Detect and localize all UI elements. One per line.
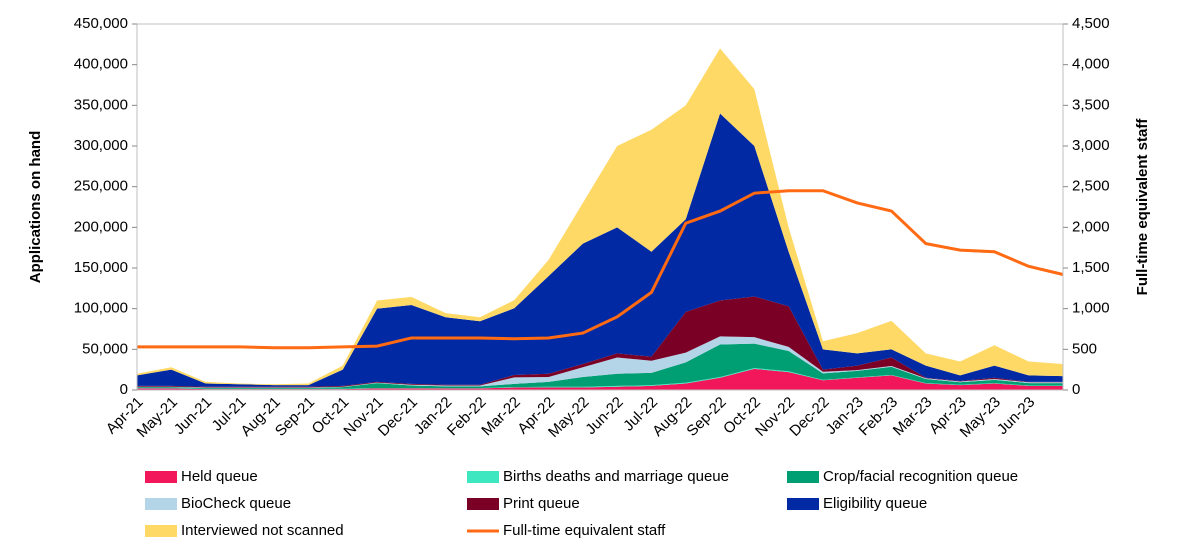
y-tick-label: 50,000 [82,340,128,357]
y-tick-label: 250,000 [74,178,128,195]
legend-swatch [145,525,177,537]
legend-label: Held queue [181,468,258,485]
y2-tick-label: 4,500 [1072,15,1110,32]
y-tick-label: 200,000 [74,218,128,235]
legend-swatch [787,471,819,483]
legend-label: Births deaths and marriage queue [503,468,729,485]
x-tick-label: Jun-21 [171,394,215,438]
x-tick-label: Jun-23 [994,394,1038,438]
legend-swatch [467,471,499,483]
y2-tick-label: 3,500 [1072,96,1110,113]
area [137,368,1063,390]
y2-tick-label: 1,500 [1072,259,1110,276]
legend-swatch [145,498,177,510]
x-tick-label: Sep-21 [272,394,318,440]
y2-tick-label: 3,000 [1072,137,1110,154]
y-tick-label: 450,000 [74,15,128,32]
x-tick-label: Dec-21 [375,394,421,440]
legend-label: Full-time equivalent staff [503,522,666,539]
y-tick-label: 0 [120,381,128,398]
x-tick-label: Dec-22 [786,394,832,440]
y-tick-label: 350,000 [74,96,128,113]
y2-tick-label: 1,000 [1072,300,1110,317]
x-tick-label: Jun-22 [582,394,626,438]
legend-swatch [467,498,499,510]
y2-tick-label: 500 [1072,340,1097,357]
area [137,113,1063,387]
line [137,189,1064,350]
y-tick-label: 150,000 [74,259,128,276]
legend-label: Eligibility queue [823,495,927,512]
y-tick-label: 400,000 [74,56,128,73]
x-tick-label: Mar-22 [478,394,524,440]
legend-label: Interviewed not scanned [181,522,344,539]
y2-tick-label: 2,000 [1072,218,1110,235]
legend-label: Print queue [503,495,580,512]
plot-frame [136,23,1064,391]
y-axis-title: Applications on hand [27,131,44,284]
x-tick-label: Mar-23 [890,394,936,440]
y2-tick-label: 0 [1072,381,1080,398]
area [137,48,1063,386]
y-tick-label: 100,000 [74,300,128,317]
legend-swatch [787,498,819,510]
y-tick-label: 300,000 [74,137,128,154]
x-tick-label: Sep-22 [683,394,729,440]
legend-label: BioCheck queue [181,495,291,512]
legend-label: Crop/facial recognition queue [823,468,1018,485]
y2-axis-title: Full-time equivalent staff [1134,118,1151,296]
y2-tick-label: 4,000 [1072,56,1110,73]
legend-swatch [145,471,177,483]
y2-tick-label: 2,500 [1072,178,1110,195]
area [137,343,1063,389]
